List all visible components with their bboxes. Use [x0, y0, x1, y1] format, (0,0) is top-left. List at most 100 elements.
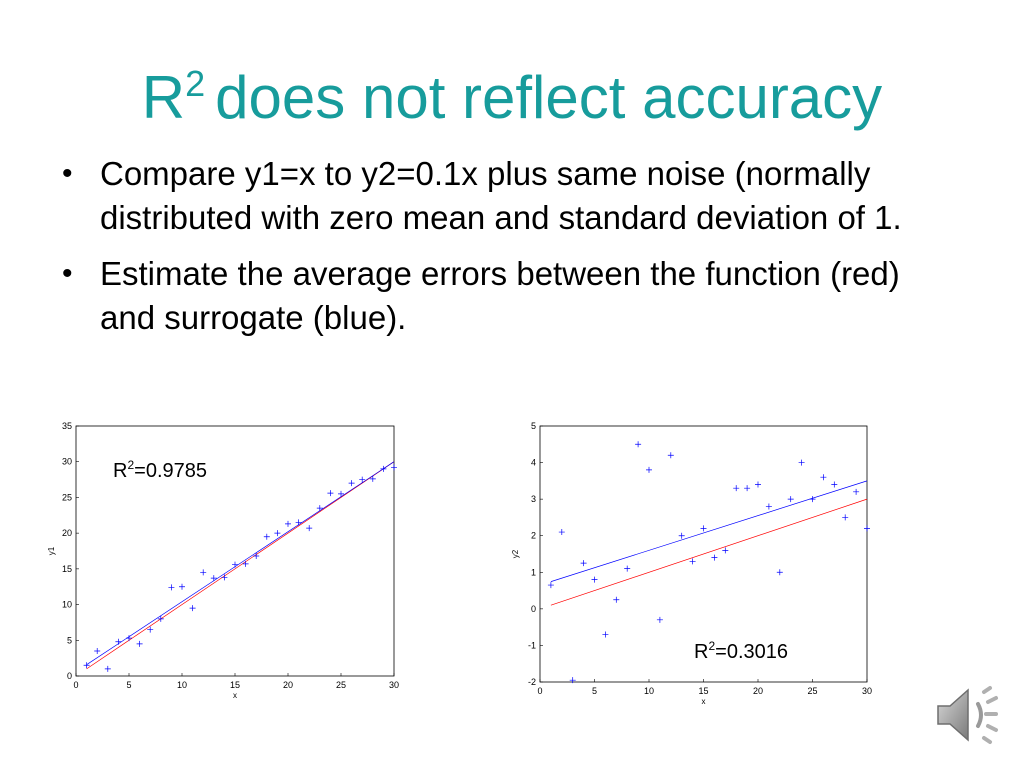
data-point: [242, 560, 249, 567]
function-line-red: [550, 498, 868, 606]
data-point: [602, 631, 609, 638]
x-tick-label: 20: [753, 686, 763, 696]
x-tick-label: 25: [336, 680, 346, 690]
r2-value: =0.3016: [715, 641, 788, 663]
data-point: [689, 558, 696, 565]
x-axis-label: x: [233, 691, 237, 700]
x-tick-label: 5: [592, 686, 597, 696]
data-point: [722, 547, 729, 554]
y-tick-label: 25: [62, 492, 72, 502]
x-axis-label: x: [702, 697, 706, 706]
data-point: [635, 441, 642, 448]
r2-base: R: [694, 641, 709, 663]
scatter-plot-y1: 0 5 10 15 20 25 30 0 5 10 15 20 25 30 35 x y1: [47, 421, 399, 700]
data-point: [94, 648, 101, 654]
bullet-text: Estimate the average errors between the …: [100, 255, 900, 336]
data-point: [136, 640, 143, 647]
data-point: [295, 519, 302, 526]
bullet-dot: •: [62, 257, 73, 290]
data-point: [200, 569, 207, 576]
data-point: [765, 503, 772, 510]
bullet-list: • Compare y1=x to y2=0.1x plus same nois…: [62, 152, 942, 352]
data-point: [569, 677, 576, 684]
data-point: [831, 481, 838, 488]
title-superscript: 2: [185, 63, 206, 104]
data-point: [253, 553, 260, 559]
data-point: [232, 561, 238, 568]
y-tick-label: 4: [531, 458, 536, 468]
bullet-text: Compare y1=x to y2=0.1x plus same noise …: [100, 155, 902, 236]
data-point: [391, 464, 397, 471]
data-point: [189, 605, 196, 612]
data-point: [327, 490, 334, 497]
y-tick-label: 1: [531, 567, 536, 577]
y-axis-label: y1: [47, 546, 56, 555]
x-tick-label: 5: [126, 680, 131, 690]
data-point: [380, 465, 387, 472]
x-tick-label: 15: [698, 686, 708, 696]
scatter-plot-y2: 0 5 10 15 20 25 30 -2 -1 0 1 2 3 4 5 x y2: [511, 421, 872, 706]
speaker-audio-icon[interactable]: [930, 680, 1010, 750]
bullet-dot: •: [62, 157, 73, 190]
y-tick-label: 0: [67, 671, 72, 681]
data-point: [306, 525, 313, 532]
data-point: [787, 496, 794, 503]
data-point: [263, 533, 270, 540]
data-point: [809, 496, 816, 503]
x-tick-label: 30: [389, 680, 399, 690]
surrogate-line-blue: [550, 480, 868, 582]
x-tick-label: 10: [177, 680, 187, 690]
y-tick-label: -2: [528, 677, 536, 687]
data-point: [83, 662, 90, 669]
r2-sup: 2: [127, 458, 135, 472]
y-tick-label: 30: [62, 457, 72, 467]
y-axis-label: y2: [511, 549, 520, 558]
data-point: [591, 576, 598, 583]
r2-base: R: [113, 460, 128, 482]
data-point: [646, 466, 652, 473]
data-point: [338, 490, 344, 497]
function-line-red: [86, 461, 395, 670]
data-point: [274, 530, 281, 537]
y-tick-label: 20: [62, 528, 72, 538]
data-point: [285, 520, 291, 527]
x-tick-label: 0: [73, 680, 78, 690]
data-point: [613, 596, 620, 603]
data-point: [359, 476, 366, 483]
data-point: [547, 582, 554, 589]
data-point: [369, 475, 376, 482]
y-tick-label: 0: [531, 604, 536, 614]
data-point: [210, 575, 217, 582]
y-tick-label: 35: [62, 421, 72, 431]
y-tick-label: 5: [67, 635, 72, 645]
data-point: [221, 574, 228, 581]
data-point: [624, 565, 631, 572]
data-point: [348, 480, 355, 487]
data-point: [179, 583, 185, 590]
data-point: [678, 532, 685, 539]
data-point: [798, 459, 805, 466]
x-tick-label: 20: [283, 680, 293, 690]
data-point: [744, 485, 751, 492]
r2-value: =0.9785: [134, 460, 207, 482]
data-point: [733, 485, 740, 492]
x-tick-label: 0: [537, 686, 542, 696]
x-tick-label: 30: [862, 686, 872, 696]
data-point: [667, 452, 674, 459]
data-point: [104, 665, 111, 672]
data-point: [126, 635, 132, 642]
data-point: [580, 560, 587, 567]
data-point: [842, 514, 849, 521]
data-point: [168, 584, 175, 591]
r2-sup: 2: [708, 639, 716, 653]
data-point: [656, 616, 663, 623]
data-point: [157, 615, 164, 622]
data-point: [776, 569, 783, 576]
y-tick-label: 5: [531, 421, 536, 431]
surrogate-line-blue: [86, 461, 395, 666]
data-point: [147, 626, 154, 633]
data-point: [755, 481, 761, 488]
bullet-item: • Estimate the average errors between th…: [62, 252, 942, 340]
y-tick-label: 3: [531, 494, 536, 504]
slide-title: R2 does not reflect accuracy: [0, 44, 1024, 138]
